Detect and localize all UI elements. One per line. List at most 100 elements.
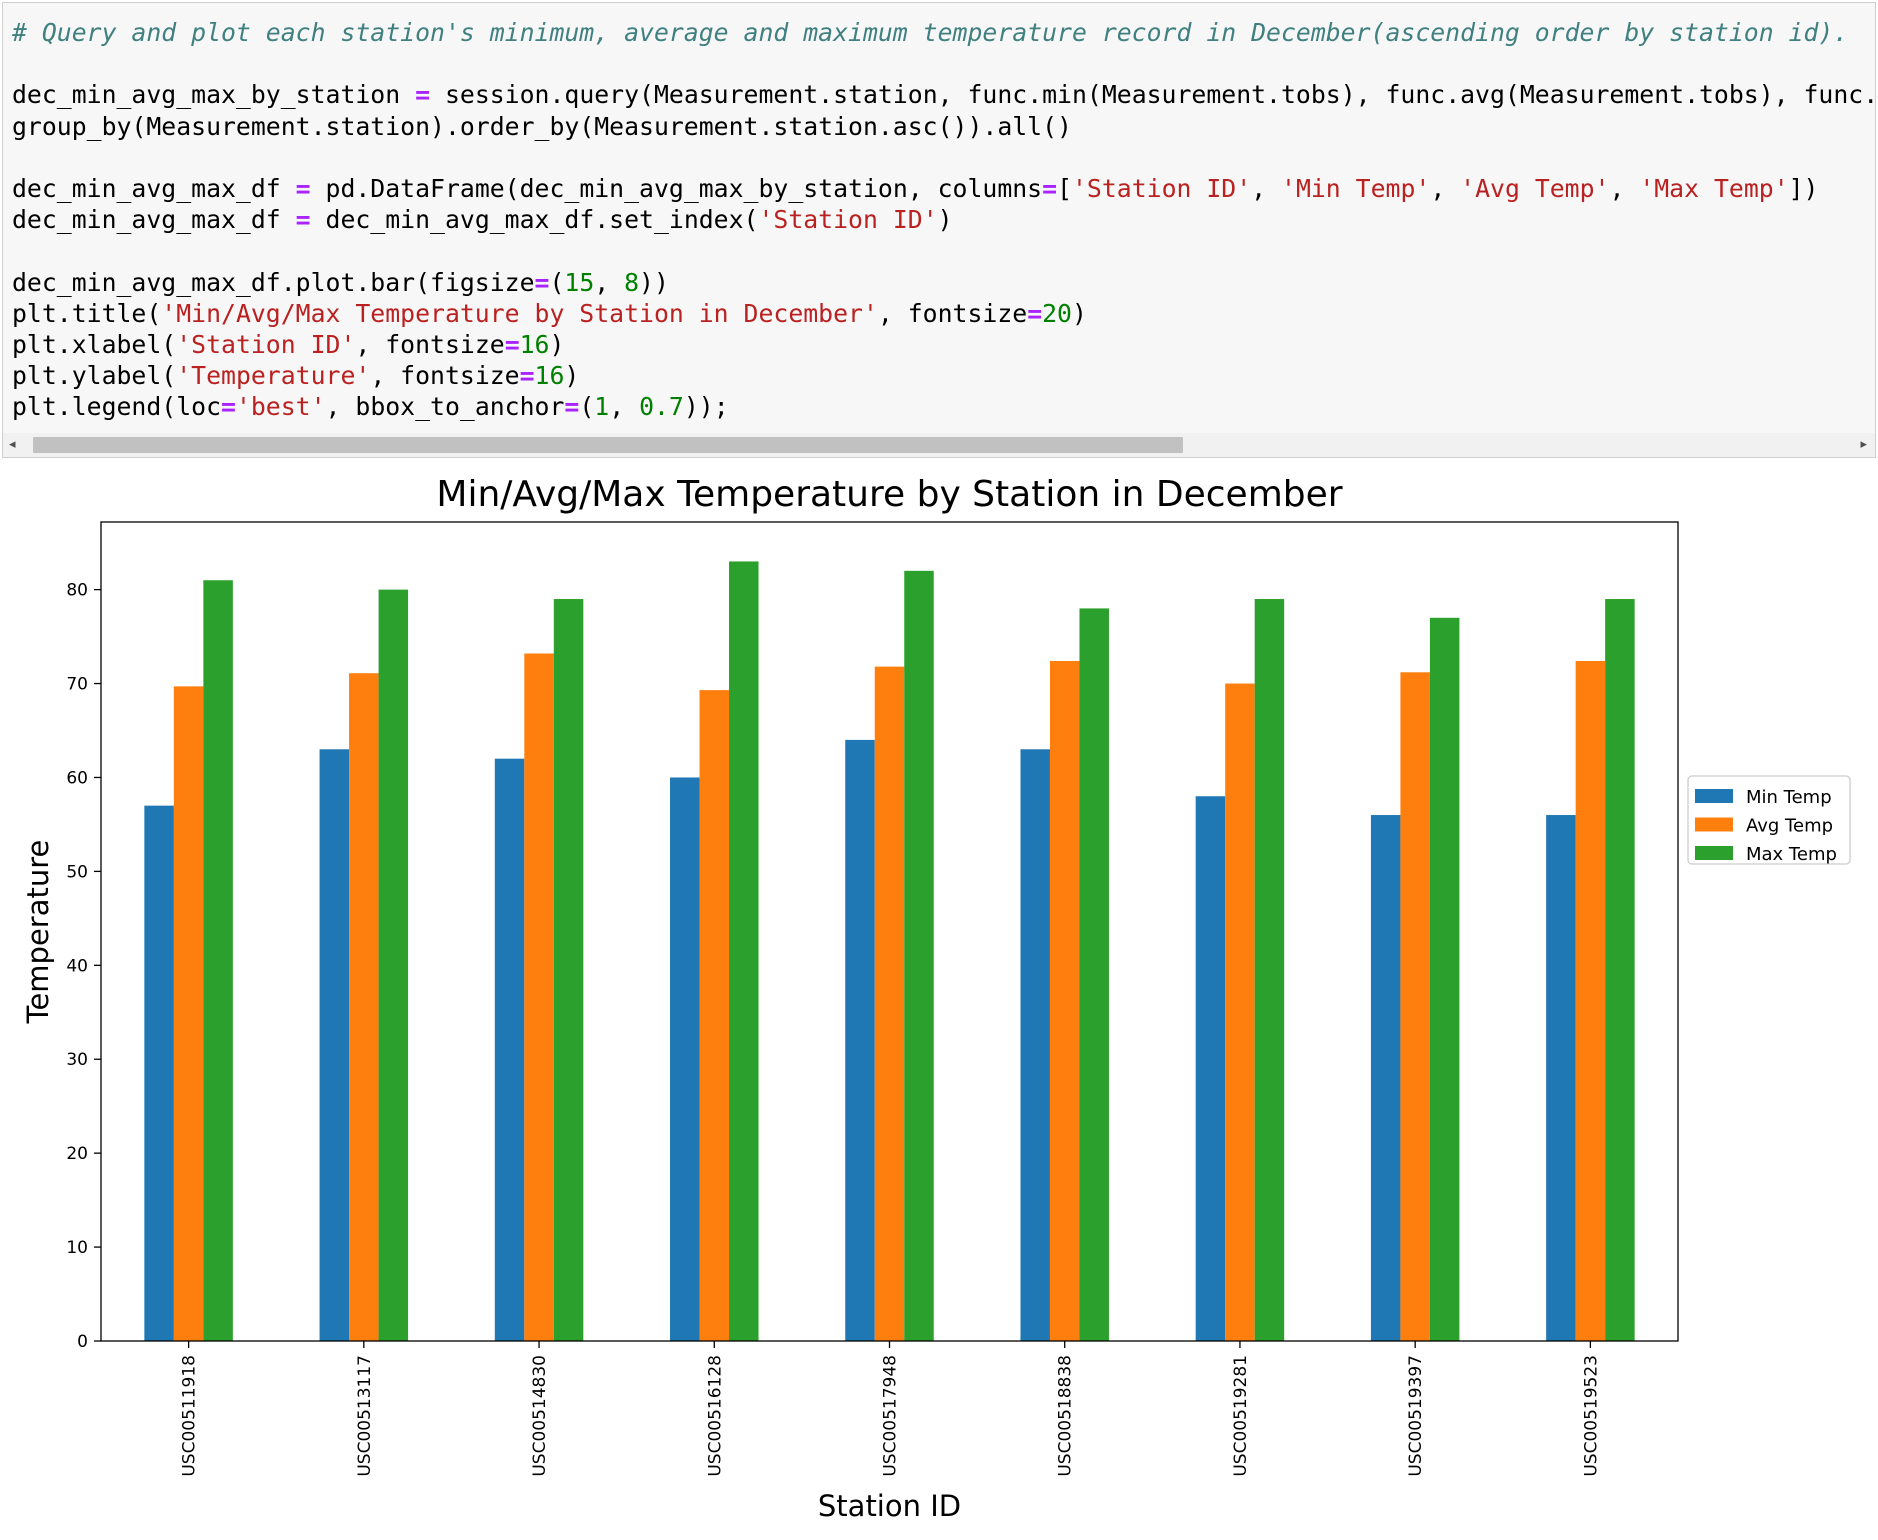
y-tick-label: 70 (66, 675, 88, 695)
bar-avg-temp (1049, 661, 1080, 1341)
bar-avg-temp (1225, 683, 1255, 1341)
code-token: group_by(Measurement.station).order_by(M… (12, 111, 1072, 141)
code-token: plt.title( (12, 298, 162, 328)
bar-min-temp (319, 749, 350, 1341)
code-token: , bbox_to_anchor (325, 392, 565, 422)
code-token: = (415, 80, 431, 110)
code-token: 1 (594, 392, 610, 422)
scrollbar-thumb[interactable] (33, 437, 1183, 453)
code-line: dec_min_avg_max_by_station = session.que… (12, 79, 1875, 110)
bar-avg-temp (173, 686, 204, 1341)
code-token: = (519, 361, 535, 391)
bar-min-temp (1370, 815, 1401, 1341)
code-token: 16 (534, 361, 565, 391)
code-text[interactable]: # Query and plot each station's minimum,… (12, 17, 1875, 422)
code-token: dec_min_avg_max_df.set_index( (310, 205, 759, 235)
code-line: plt.legend(loc='best', bbox_to_anchor=(1… (12, 391, 1875, 422)
bar-min-temp (670, 777, 700, 1341)
x-tick-label: USC00514830 (530, 1355, 550, 1477)
code-token: ) (937, 205, 953, 235)
code-token: # Query and plot each station's minimum,… (12, 18, 1849, 47)
y-tick-label: 80 (66, 581, 88, 601)
bar-avg-temp (1400, 672, 1430, 1341)
code-token: 'Max Temp' (1639, 173, 1789, 203)
code-token: [ (1057, 173, 1072, 203)
code-line: dec_min_avg_max_df = dec_min_avg_max_df.… (12, 204, 1875, 235)
code-line: plt.ylabel('Temperature', fontsize=16) (12, 360, 1875, 391)
code-line: dec_min_avg_max_df = pd.DataFrame(dec_mi… (12, 173, 1875, 204)
code-token: = (564, 392, 580, 422)
code-token: = (1027, 298, 1043, 328)
code-token: dec_min_avg_max_df (12, 205, 296, 235)
code-token: 'Min/Avg/Max Temperature by Station in D… (161, 298, 878, 328)
code-token: , (1609, 173, 1640, 203)
x-axis-title: Station ID (818, 1489, 961, 1523)
bar-min-temp (845, 739, 875, 1341)
code-token: , fontsize (370, 361, 520, 391)
x-tick-label: USC00518838 (1056, 1355, 1076, 1477)
chart-title: Min/Avg/Max Temperature by Station in De… (436, 474, 1342, 515)
bar-max-temp (1079, 608, 1109, 1341)
code-token: 15 (564, 267, 595, 297)
legend-swatch (1695, 817, 1733, 832)
code-line (12, 48, 1875, 79)
code-token: = (295, 205, 311, 235)
code-token: ( (549, 267, 565, 297)
code-token: ) (1071, 298, 1087, 328)
bar-avg-temp (699, 690, 730, 1341)
code-token: 'Station ID' (758, 205, 938, 235)
bar-max-temp (729, 561, 759, 1341)
code-token: 'Station ID' (1072, 173, 1252, 203)
code-token: dec_min_avg_max_df.plot.bar(figsize (12, 267, 535, 297)
y-tick-label: 20 (66, 1144, 88, 1164)
bar-max-temp (203, 580, 233, 1341)
code-token: 'Min Temp' (1281, 173, 1431, 203)
x-axis: USC00511918 USC00513117 USC00514830 USC0051… (180, 1341, 1601, 1477)
y-tick-label: 0 (77, 1332, 88, 1352)
code-token: plt.legend(loc (12, 392, 222, 422)
code-token: = (1042, 173, 1058, 203)
legend-label: Avg Temp (1746, 816, 1833, 837)
code-token: = (221, 392, 236, 422)
legend-label: Max Temp (1746, 844, 1837, 865)
bar-avg-temp (349, 673, 379, 1341)
code-token: 'Station ID' (176, 329, 356, 359)
code-token: , (594, 267, 625, 297)
bar-min-temp (494, 758, 525, 1341)
bar-max-temp (378, 589, 409, 1341)
code-editor[interactable]: # Query and plot each station's minimum,… (3, 3, 1875, 435)
x-tick-label: USC00519397 (1406, 1355, 1426, 1477)
code-token: , (1430, 173, 1461, 203)
legend-label: Min Temp (1746, 787, 1832, 808)
scroll-right-arrow-icon[interactable]: ▸ (1860, 437, 1867, 452)
code-token: dec_min_avg_max_by_station (12, 80, 416, 110)
bar-max-temp (1429, 617, 1460, 1341)
chart-output: Min/Avg/Max Temperature by Station in De… (0, 460, 1878, 1540)
scroll-left-arrow-icon[interactable]: ◂ (9, 437, 16, 452)
code-line: plt.title('Min/Avg/Max Temperature by St… (12, 298, 1875, 329)
bar-max-temp (904, 570, 934, 1341)
bars-layer (144, 561, 1635, 1341)
code-line: group_by(Measurement.station).order_by(M… (12, 111, 1875, 142)
y-tick-label: 10 (66, 1238, 88, 1258)
horizontal-scrollbar[interactable]: ◂ ▸ (3, 433, 1875, 457)
x-tick-label: USC00511918 (180, 1355, 200, 1477)
code-token: ]) (1788, 173, 1819, 203)
code-cell[interactable]: # Query and plot each station's minimum,… (2, 2, 1876, 458)
code-token: 8 (624, 267, 640, 297)
y-tick-label: 40 (66, 956, 88, 976)
code-token: 0.7 (639, 392, 684, 422)
legend-swatch (1695, 846, 1733, 860)
code-token: plt.xlabel( (12, 329, 177, 359)
code-token: dec_min_avg_max_df (12, 173, 296, 203)
bar-avg-temp (524, 653, 554, 1341)
code-token: ( (579, 392, 595, 422)
bar-min-temp (144, 805, 174, 1341)
x-tick-label: USC00516128 (705, 1355, 725, 1477)
code-line: # Query and plot each station's minimum,… (12, 17, 1875, 48)
y-tick-label: 60 (66, 768, 88, 788)
code-line: dec_min_avg_max_df.plot.bar(figsize=(15,… (12, 267, 1875, 298)
code-token: = (534, 267, 550, 297)
x-tick-label: USC00519281 (1231, 1355, 1251, 1477)
code-token: 20 (1042, 298, 1072, 328)
